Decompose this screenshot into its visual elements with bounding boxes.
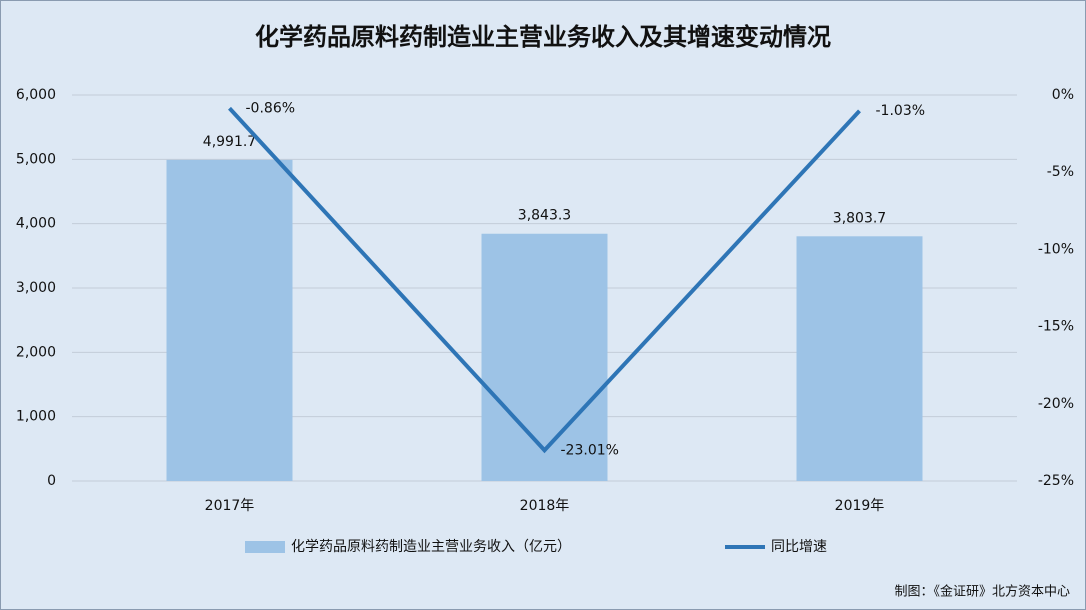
x-tick-label: 2018年: [520, 498, 570, 514]
data-label: 3,803.7: [833, 210, 886, 226]
chart-title: 化学药品原料药制造业主营业务收入及其增速变动情况: [255, 23, 831, 51]
y-tick-label: 4,000: [16, 216, 56, 232]
data-label: 4,991.7: [203, 134, 256, 150]
data-label: -1.03%: [876, 103, 926, 119]
y-tick-label: 0: [47, 473, 56, 489]
y-tick-label: 6,000: [16, 87, 56, 103]
x-tick-label: 2019年: [835, 498, 885, 514]
bar: [796, 236, 923, 481]
bar: [166, 159, 293, 481]
data-label: -23.01%: [561, 442, 619, 458]
legend-swatch: [245, 541, 285, 553]
y-tick-label: 5,000: [16, 151, 56, 167]
y2-tick-label: -20%: [1038, 396, 1074, 412]
y2-tick-label: -25%: [1038, 473, 1074, 489]
y-tick-label: 2,000: [16, 344, 56, 360]
x-tick-label: 2017年: [205, 498, 255, 514]
y2-tick-label: 0%: [1052, 87, 1074, 103]
y2-tick-label: -5%: [1047, 164, 1074, 180]
source-note: 制图：《金证研》北方资本中心: [894, 584, 1070, 600]
y2-tick-label: -10%: [1038, 241, 1074, 257]
data-label: 3,843.3: [518, 208, 571, 224]
legend-label: 同比增速: [771, 539, 827, 555]
line: [228, 106, 861, 454]
y-tick-label: 3,000: [16, 280, 56, 296]
bar: [481, 233, 608, 481]
legend-label: 化学药品原料药制造业主营业务收入（亿元）: [291, 539, 571, 555]
y2-tick-label: -15%: [1038, 319, 1074, 335]
y-tick-label: 1,000: [16, 409, 56, 425]
data-label: -0.86%: [246, 100, 296, 116]
